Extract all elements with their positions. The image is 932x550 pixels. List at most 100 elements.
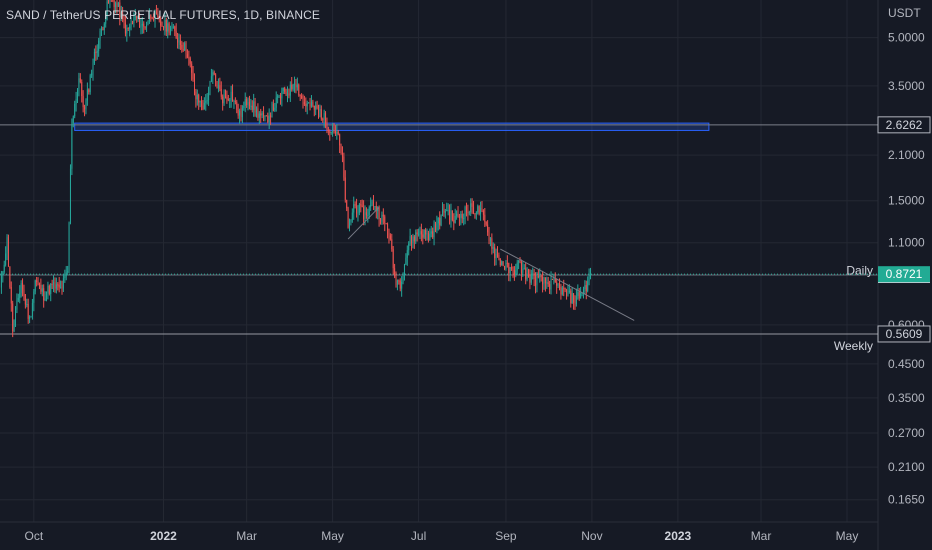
candle-body bbox=[480, 207, 482, 214]
candle-body bbox=[2, 272, 4, 275]
candle-body bbox=[24, 294, 26, 305]
candle-body bbox=[353, 204, 355, 213]
time-tick-label: Oct bbox=[24, 529, 43, 543]
candle-body bbox=[270, 115, 272, 118]
candle-body bbox=[185, 43, 187, 55]
candle-body bbox=[96, 50, 98, 53]
candle-body bbox=[65, 272, 67, 277]
candle-body bbox=[93, 52, 95, 63]
candle-body bbox=[433, 224, 435, 238]
candle-body bbox=[133, 17, 135, 24]
candle-body bbox=[556, 282, 558, 286]
candle-body bbox=[426, 233, 428, 235]
candle-body bbox=[271, 103, 273, 118]
candle-body bbox=[68, 222, 70, 272]
candle-body bbox=[457, 213, 459, 217]
candle-body bbox=[226, 96, 228, 100]
candle-body bbox=[167, 23, 169, 32]
trendline bbox=[500, 248, 635, 321]
candle-body bbox=[140, 25, 142, 28]
trendlines[interactable] bbox=[347, 206, 635, 321]
candle-body bbox=[165, 20, 167, 32]
horizontal-levels[interactable]: Daily Weekly bbox=[0, 124, 878, 353]
candle-body bbox=[162, 26, 164, 28]
candle-body bbox=[403, 264, 405, 276]
candle-body bbox=[202, 105, 204, 110]
candle-body bbox=[168, 23, 170, 33]
time-tick-label: Jul bbox=[411, 529, 426, 543]
candle-body bbox=[310, 101, 312, 107]
candles bbox=[0, 0, 592, 338]
resistance-zone[interactable] bbox=[74, 122, 710, 131]
candle-body bbox=[418, 233, 420, 235]
candle-body bbox=[387, 224, 389, 231]
candle-body bbox=[419, 231, 421, 234]
candle-body bbox=[82, 96, 84, 108]
candle-body bbox=[584, 285, 586, 289]
candle-body bbox=[199, 100, 201, 103]
candle-body bbox=[113, 0, 115, 8]
candle-body bbox=[344, 177, 346, 200]
candle-body bbox=[12, 303, 14, 332]
candle-body bbox=[46, 292, 48, 299]
chart-title: SAND / TetherUS PERPETUAL FUTURES, 1D, B… bbox=[6, 8, 321, 22]
candle-body bbox=[467, 211, 469, 213]
candle-body bbox=[391, 239, 393, 250]
candle-body bbox=[23, 289, 25, 295]
candle-body bbox=[279, 95, 281, 99]
candle-body bbox=[126, 28, 128, 34]
candle-body bbox=[315, 105, 317, 110]
candle-body bbox=[136, 16, 138, 19]
candle-body bbox=[227, 99, 229, 101]
candle-body bbox=[323, 113, 325, 120]
candle-body bbox=[351, 212, 353, 220]
candle-body bbox=[181, 44, 183, 50]
candle-body bbox=[161, 25, 163, 27]
candle-body bbox=[326, 122, 328, 130]
candle-body bbox=[308, 102, 310, 104]
candle-body bbox=[447, 210, 449, 212]
candle-body bbox=[260, 113, 262, 116]
candle-body bbox=[516, 262, 518, 271]
candle-body bbox=[409, 236, 411, 244]
candle-body bbox=[312, 101, 314, 106]
candle-body bbox=[526, 273, 528, 280]
time-tick-label: Mar bbox=[751, 529, 772, 543]
candle-body bbox=[322, 119, 324, 121]
candle-body bbox=[232, 91, 234, 102]
candle-body bbox=[451, 210, 453, 221]
candle-body bbox=[306, 102, 308, 107]
candle-body bbox=[53, 282, 55, 285]
candle-body bbox=[434, 224, 436, 231]
candle-body bbox=[468, 212, 470, 214]
candle-body bbox=[566, 289, 568, 296]
candle-body bbox=[413, 236, 415, 242]
candle-body bbox=[71, 123, 73, 169]
candle-body bbox=[340, 145, 342, 153]
candle-body bbox=[60, 287, 62, 289]
price-tick-label: 0.2700 bbox=[888, 426, 925, 440]
candle-body bbox=[50, 283, 52, 294]
candle-body bbox=[108, 1, 110, 3]
candle-body bbox=[508, 263, 510, 274]
candle-body bbox=[257, 108, 259, 118]
time-axis[interactable]: Oct 2022 Mar May Jul Sep Nov 2023 Mar May bbox=[24, 529, 858, 543]
candle-body bbox=[519, 260, 521, 263]
candle-body bbox=[150, 15, 152, 19]
price-tag-label: 0.5609 bbox=[886, 327, 923, 341]
candle-body bbox=[19, 292, 21, 298]
time-tick-label: May bbox=[321, 529, 344, 543]
candle-body bbox=[443, 208, 445, 213]
candle-body bbox=[382, 214, 384, 217]
candle-body bbox=[17, 297, 19, 301]
candle-body bbox=[193, 79, 195, 92]
candle-body bbox=[580, 293, 582, 299]
candle-body bbox=[440, 215, 442, 226]
candle-body bbox=[220, 89, 222, 97]
candle-body bbox=[57, 284, 59, 286]
candle-body bbox=[384, 216, 386, 224]
grid-lines bbox=[0, 0, 878, 522]
candle-body bbox=[62, 278, 64, 289]
candle-body bbox=[525, 268, 527, 280]
